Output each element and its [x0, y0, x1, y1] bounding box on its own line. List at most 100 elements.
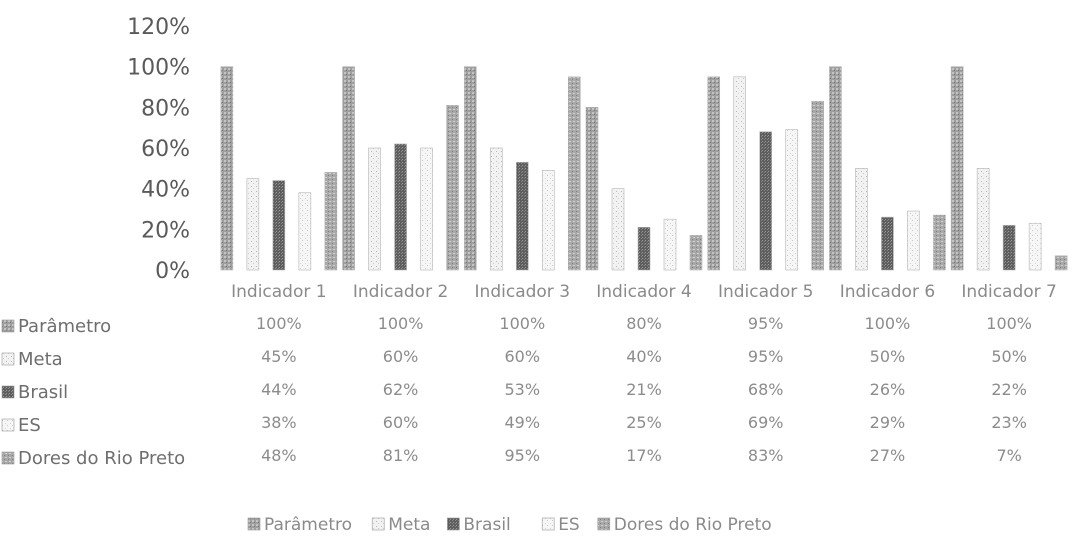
legend-label: Brasil: [463, 515, 510, 535]
bar: [785, 129, 799, 271]
table-row-label: Brasil: [18, 382, 68, 403]
bar: [611, 188, 625, 271]
legend-swatch: [247, 517, 261, 531]
bar: [220, 66, 234, 271]
table-cell: 50%: [870, 347, 906, 366]
table-row-key: [1, 352, 15, 366]
table-cell: 100%: [865, 314, 911, 333]
bar: [515, 161, 529, 271]
bar: [567, 76, 581, 271]
table-cell: 68%: [748, 380, 784, 399]
legend-label: Dores do Rio Preto: [614, 515, 772, 535]
table-cell: 100%: [256, 314, 302, 333]
bar: [272, 180, 286, 271]
table-cell: 23%: [991, 413, 1027, 432]
legend-swatch: [447, 517, 460, 531]
bar: [463, 66, 477, 271]
y-tick-label: 0%: [155, 259, 190, 284]
table-cell: 25%: [626, 413, 662, 432]
x-axis: Indicador 1 Indicador 2 Indicador 3 Indicad…: [231, 282, 1057, 302]
y-tick-label: 100%: [127, 56, 190, 81]
bar: [585, 107, 599, 271]
x-tick-label: Indicador 1: [231, 282, 326, 302]
bar: [907, 210, 920, 271]
table-cell: 81%: [383, 446, 419, 465]
table-row-label: Dores do Rio Preto: [18, 448, 185, 469]
table-row-key: [1, 418, 15, 432]
bar: [855, 168, 868, 271]
legend-swatch: [597, 517, 611, 531]
bar: [663, 218, 677, 271]
bar: [342, 66, 355, 271]
bar: [733, 76, 747, 271]
legend-label: Parâmetro: [264, 515, 352, 535]
table-cell: 100%: [499, 314, 545, 333]
bar: [976, 168, 990, 271]
bar: [829, 66, 842, 271]
table-row-key: [1, 385, 15, 399]
legend-label: ES: [558, 515, 580, 535]
bar: [1054, 255, 1068, 271]
table-row-label: Meta: [18, 349, 63, 370]
bar: [811, 100, 825, 271]
bar: [368, 147, 381, 271]
y-tick-label: 60%: [141, 137, 190, 162]
table-cell: 100%: [378, 314, 424, 333]
x-tick-label: Indicador 6: [840, 282, 935, 302]
table-cell: 100%: [986, 314, 1032, 333]
table-cell: 40%: [626, 347, 662, 366]
table-cell: 27%: [870, 446, 906, 465]
x-tick-label: Indicador 2: [353, 282, 448, 302]
bar: [759, 131, 773, 271]
table-cell: 38%: [261, 413, 297, 432]
table-row-key: [1, 319, 15, 333]
bar: [881, 216, 894, 271]
bar: [1028, 222, 1042, 271]
y-tick-label: 120%: [127, 15, 190, 40]
table-cell: 50%: [991, 347, 1027, 366]
bar: [1002, 224, 1016, 271]
table-cell: 95%: [748, 314, 784, 333]
table-cell: 48%: [261, 446, 297, 465]
table-row-label: Parâmetro: [18, 316, 111, 337]
table-cell: 95%: [505, 446, 541, 465]
data-table: Parâmetro 100% 100% 100% 80% 95% 100% 100% Meta 4…: [1, 314, 1032, 469]
legend-swatch: [541, 517, 555, 531]
table-cell: 21%: [626, 380, 662, 399]
x-tick-label: Indicador 7: [961, 282, 1056, 302]
table-cell: 44%: [261, 380, 297, 399]
table-row-label: ES: [18, 415, 41, 436]
legend: Parâmetro Meta Brasil ES Dores do Rio Preto: [247, 515, 772, 535]
bar: [689, 235, 703, 271]
bar: [420, 147, 433, 271]
table-cell: 53%: [505, 380, 541, 399]
bar: [394, 143, 407, 271]
y-tick-label: 20%: [141, 218, 190, 243]
bar: [489, 147, 503, 271]
table-cell: 60%: [383, 347, 419, 366]
table-cell: 83%: [748, 446, 784, 465]
bar: [298, 192, 312, 271]
table-cell: 69%: [748, 413, 784, 432]
y-axis: 0% 20% 40% 60% 80% 100% 120%: [127, 15, 190, 284]
table-cell: 26%: [870, 380, 906, 399]
table-cell: 29%: [870, 413, 906, 432]
table-cell: 7%: [996, 446, 1021, 465]
table-cell: 17%: [626, 446, 662, 465]
bar: [933, 214, 946, 271]
bar: [950, 66, 964, 271]
table-cell: 60%: [505, 347, 541, 366]
table-row-key: [1, 451, 15, 465]
bar: [707, 76, 721, 271]
table-cell: 95%: [748, 347, 784, 366]
table-cell: 22%: [991, 380, 1027, 399]
y-tick-label: 80%: [141, 96, 190, 121]
bar: [246, 178, 260, 271]
x-tick-label: Indicador 5: [718, 282, 813, 302]
table-cell: 49%: [505, 413, 541, 432]
bar: [446, 105, 459, 271]
x-tick-label: Indicador 3: [475, 282, 570, 302]
bars: [220, 66, 1068, 271]
legend-label: Meta: [388, 515, 430, 535]
